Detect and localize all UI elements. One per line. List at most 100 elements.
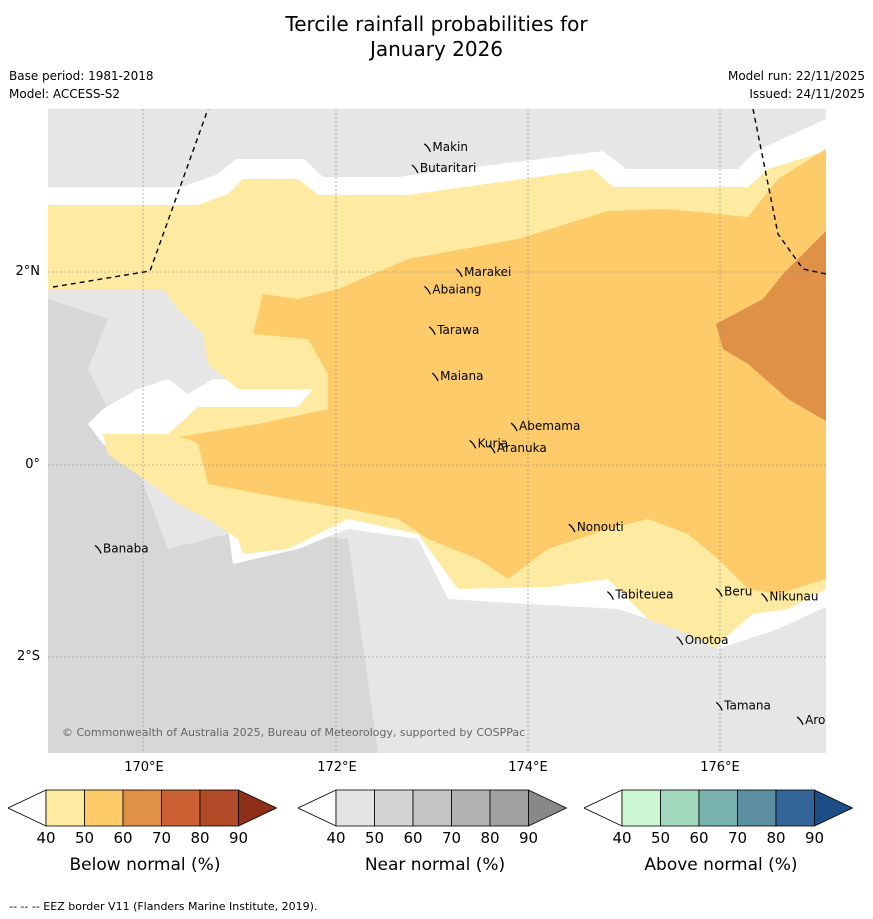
island-label: Abemama	[519, 419, 580, 433]
x-tick-172e: 172°E	[317, 760, 357, 775]
colorbar-tick-label: 90	[519, 829, 538, 847]
island-shape	[568, 523, 576, 533]
issued-date: Issued: 24/11/2025	[749, 87, 865, 101]
colorbar-segment	[451, 789, 491, 827]
island-shape	[761, 593, 769, 602]
colorbar-tick-label: 40	[612, 829, 631, 847]
colorbar-segment	[45, 789, 85, 827]
island-label: Marakei	[464, 265, 511, 279]
copyright-notice: © Commonwealth of Australia 2025, Bureau…	[62, 726, 525, 739]
below-normal-colorbar: 40 50 60 70 80 90	[8, 789, 278, 847]
colorbar-tick-label: 90	[805, 829, 824, 847]
colorbar-tick-label: 60	[689, 829, 708, 847]
island-label: Nikunau	[769, 590, 818, 604]
island-label: Beru	[724, 585, 752, 599]
island-label: Nonouti	[577, 520, 624, 534]
island-shape	[94, 544, 102, 554]
title-line-2: January 2026	[369, 37, 504, 61]
right-metadata: Model run: 22/11/2025 Issued: 24/11/2025	[728, 67, 865, 103]
colorbar-tick-label: 40	[326, 829, 345, 847]
island-label: Kuria	[478, 436, 509, 450]
island-label: Tarawa	[436, 323, 479, 337]
colorbar-segment	[489, 789, 529, 827]
colorbar-segment	[698, 789, 738, 827]
island-label: Makin	[432, 140, 468, 154]
colorbar-segment	[161, 789, 201, 827]
colorbar-segment	[199, 789, 239, 827]
island-shape	[411, 164, 419, 174]
colorbar-segment	[412, 789, 452, 827]
island-shape	[423, 143, 431, 153]
colorbar-segment	[621, 789, 661, 827]
island-label: Aranuka	[497, 441, 547, 455]
graticule	[48, 109, 826, 753]
below-normal-50-60-region	[178, 149, 826, 594]
colorbar-tick-label: 60	[113, 829, 132, 847]
island-shape	[796, 716, 804, 726]
island-shape	[606, 591, 614, 600]
colorbar-segment	[335, 789, 375, 827]
near-normal-colorbar: 40 50 60 70 80 90	[298, 789, 568, 847]
above-normal-label: Above normal (%)	[644, 855, 798, 875]
colorbar-segment	[775, 789, 815, 827]
island-shape	[715, 588, 723, 597]
near-normal-label: Near normal (%)	[364, 855, 506, 875]
colorbar-segment	[737, 789, 777, 827]
colorbar-segment	[374, 789, 414, 827]
island-shape	[676, 636, 684, 646]
below-normal-label: Below normal (%)	[69, 855, 221, 875]
colorbar-tick-label: 70	[152, 829, 171, 847]
model-name: Model: ACCESS-S2	[9, 87, 121, 101]
x-tick-174e: 174°E	[508, 760, 548, 775]
colorbar-extend-high	[528, 789, 568, 827]
colorbar-extend-low	[298, 789, 337, 827]
x-tick-170e: 170°E	[124, 760, 164, 775]
colorbar-segment	[660, 789, 700, 827]
map-title: Tercile rainfall probabilities for Janua…	[0, 12, 873, 62]
island-label: Banaba	[103, 541, 149, 555]
island-shape	[455, 268, 463, 278]
y-tick-2n: 2°N	[15, 264, 41, 279]
base-period: Base period: 1981-2018	[9, 69, 154, 83]
island-shape	[428, 326, 436, 336]
above-normal-colorbar: 40 50 60 70 80 90	[584, 789, 854, 847]
colorbar-tick-label: 50	[651, 829, 670, 847]
y-tick-2s: 2°S	[16, 649, 40, 664]
island-label: Arorae	[805, 713, 826, 727]
colorbar-tick-label: 70	[442, 829, 461, 847]
island-label: Onotoa	[685, 633, 729, 647]
x-tick-176e: 176°E	[700, 760, 740, 775]
below-normal-60-70-region	[716, 231, 826, 421]
island-shape	[423, 285, 431, 295]
island-label: Butaritari	[420, 161, 477, 175]
colorbar-extend-high	[238, 789, 278, 827]
island-label: Tabiteuea	[614, 588, 673, 602]
island-shape	[431, 372, 439, 382]
island-label: Tamana	[723, 698, 771, 712]
colorbar-tick-label: 80	[766, 829, 785, 847]
colorbar-extend-low	[584, 789, 623, 827]
island-label: Maiana	[440, 369, 483, 383]
island-labels: Makin Butaritari Marakei Abaiang Tarawa Maian…	[94, 140, 826, 727]
island-label: Abaiang	[432, 282, 481, 296]
left-metadata: Base period: 1981-2018 Model: ACCESS-S2	[9, 67, 154, 103]
colorbar-tick-label: 40	[36, 829, 55, 847]
colorbar-tick-label: 50	[365, 829, 384, 847]
model-run-date: Model run: 22/11/2025	[727, 69, 865, 83]
island-shape	[469, 439, 477, 449]
title-line-1: Tercile rainfall probabilities for	[285, 12, 588, 36]
colorbar-tick-label: 60	[403, 829, 422, 847]
eez-border	[52, 109, 826, 288]
colorbar-extend-low	[8, 789, 47, 827]
y-tick-0: 0°	[25, 457, 40, 472]
island-shape	[715, 701, 723, 711]
colorbar-tick-label: 90	[229, 829, 248, 847]
colorbar-segment	[84, 789, 124, 827]
colorbar-tick-label: 70	[728, 829, 747, 847]
colorbar-tick-label: 80	[480, 829, 499, 847]
eez-legend-footer: -- -- -- EEZ border V11 (Flanders Marine…	[9, 900, 318, 913]
colorbar-tick-label: 80	[190, 829, 209, 847]
island-shape	[510, 422, 518, 432]
colorbar-extend-high	[814, 789, 854, 827]
island-shape	[488, 444, 496, 454]
